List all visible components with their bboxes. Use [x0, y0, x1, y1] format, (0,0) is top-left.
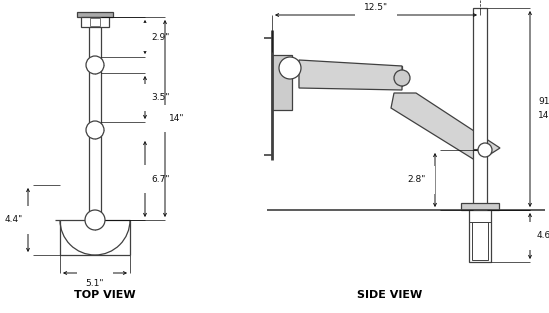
- Bar: [472, 222, 488, 260]
- Bar: [469, 210, 491, 262]
- Circle shape: [478, 143, 492, 157]
- Circle shape: [86, 56, 104, 74]
- Bar: [473, 8, 487, 210]
- Text: TOP VIEW: TOP VIEW: [74, 290, 136, 300]
- Text: 14": 14": [169, 114, 185, 123]
- Polygon shape: [299, 60, 402, 90]
- Text: 9112-S: 9112-S: [538, 96, 549, 105]
- Circle shape: [85, 210, 105, 230]
- Text: 3.5": 3.5": [152, 93, 170, 102]
- Text: 5.1": 5.1": [86, 279, 104, 288]
- Circle shape: [86, 121, 104, 139]
- Circle shape: [279, 57, 301, 79]
- Text: 2.9": 2.9": [152, 33, 170, 42]
- Text: 4.6": 4.6": [537, 232, 549, 240]
- Bar: [299, 66, 402, 86]
- Polygon shape: [391, 93, 500, 162]
- Bar: [81, 17, 109, 27]
- Text: 6.7": 6.7": [152, 175, 170, 183]
- Circle shape: [394, 70, 410, 86]
- Text: 14": 14": [538, 110, 549, 120]
- Bar: [77, 12, 113, 17]
- Text: 2.8": 2.8": [408, 176, 426, 184]
- Text: 4.4": 4.4": [5, 215, 23, 224]
- Bar: [90, 18, 100, 26]
- Bar: [272, 55, 292, 110]
- Text: 12.5": 12.5": [364, 3, 388, 12]
- Text: SIDE VIEW: SIDE VIEW: [357, 290, 423, 300]
- Bar: [461, 203, 499, 210]
